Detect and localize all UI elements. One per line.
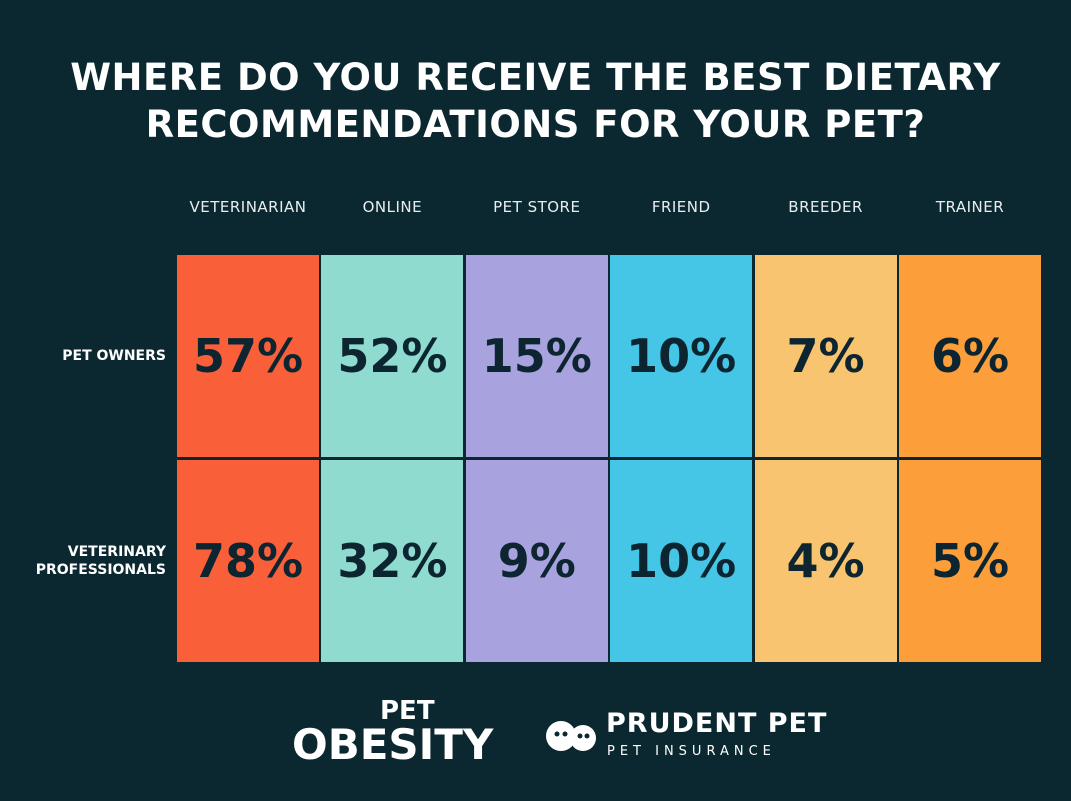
column-header: BREEDER [788,198,863,216]
logo-text: PET INSURANCE [607,744,776,759]
column-header: TRAINER [935,198,1005,216]
table-cell: 7% [754,255,897,457]
column-header: VETERINARIAN [189,198,307,216]
table-cell: 57% [177,255,319,457]
table-cell: 15% [465,255,608,457]
table-cell: 6% [899,255,1041,457]
table-cell: 10% [610,460,753,662]
column-header: FRIEND [651,198,711,216]
table-cell: 4% [754,460,897,662]
logo-text: PET [380,696,435,726]
row-label: VETERINARY PROFESSIONALS [35,544,166,578]
row-label: PET OWNERS [62,348,166,364]
title-line: RECOMMENDATIONS FOR YOUR PET? [145,103,926,146]
table-cell: 10% [610,255,753,457]
table-cell: 9% [465,460,608,662]
column-header: ONLINE [362,198,423,216]
table-cell: 78% [177,460,319,662]
column-header: PET STORE [493,198,581,216]
table-cell: 5% [899,460,1041,662]
logo-text: OBESITY [292,720,494,769]
title-line: WHERE DO YOU RECEIVE THE BEST DIETARY [70,56,1001,99]
logo-icon [546,721,596,751]
table-cell: 32% [321,460,464,662]
logo-text: PRUDENT PET [606,708,828,739]
table-cell: 52% [321,255,464,457]
